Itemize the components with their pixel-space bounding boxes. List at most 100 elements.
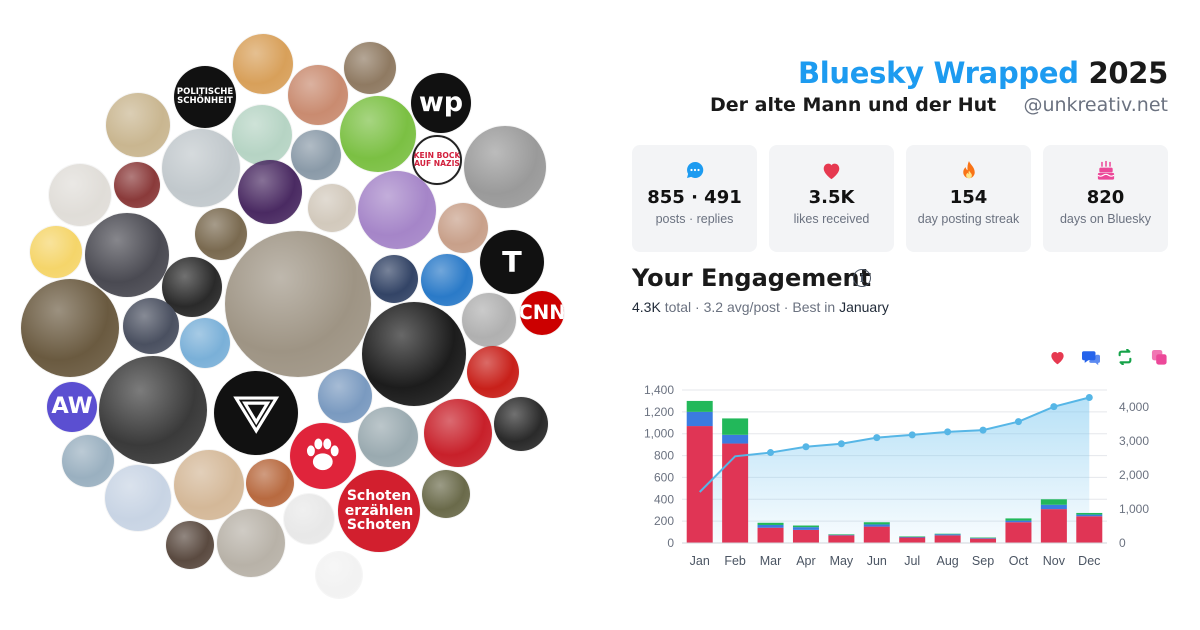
flame-icon	[958, 159, 980, 181]
user-handle[interactable]: @unkreativ.net	[1023, 94, 1168, 116]
cumulative-point	[1050, 403, 1058, 411]
bar-segment	[1005, 520, 1032, 523]
avatar-photo[interactable]	[438, 203, 488, 253]
cumulative-line	[698, 396, 1090, 493]
avatar-photo[interactable]	[123, 298, 179, 354]
avatar-photo[interactable]	[217, 509, 285, 577]
repost-icon[interactable]	[1116, 348, 1134, 366]
avatar-washington-post[interactable]: wp	[411, 73, 471, 133]
engagement-summary: 4.3K total · 3.2 avg/post · Best in Janu…	[632, 299, 889, 315]
avatar-photo[interactable]	[180, 318, 230, 368]
avatar-photo[interactable]	[166, 521, 214, 569]
x-tick-label: Oct	[1009, 554, 1029, 568]
avatar-photo[interactable]	[318, 369, 372, 423]
avatar-triangle-logo[interactable]	[214, 371, 298, 455]
engagement-total: 4.3K	[632, 299, 661, 315]
triangle-icon	[233, 396, 279, 434]
avatar-aw[interactable]: AW	[47, 382, 97, 432]
x-tick-label: Mar	[760, 554, 782, 568]
avatar-politische-schoenheit[interactable]: POLITISCHE SCHÖNHEIT	[174, 66, 236, 128]
engagement-chart: 0 200 400 600 800 1,000 1,200 1,400 0 1,000 2,000 3…	[644, 383, 1149, 568]
avatar-photo[interactable]	[464, 126, 546, 208]
avatar-photo[interactable]	[340, 96, 416, 172]
avatar-photo[interactable]	[467, 346, 519, 398]
bar-segment	[792, 525, 819, 528]
avatar-photo[interactable]	[291, 130, 341, 180]
engagement-avg: 3.2 avg/post	[703, 299, 780, 315]
bar-segment	[863, 526, 890, 543]
bar-segment	[686, 426, 713, 543]
avatar-photo[interactable]	[21, 279, 119, 377]
title-brand: Bluesky Wrapped	[797, 56, 1079, 90]
avatar-photo[interactable]	[494, 397, 548, 451]
avatar-schoten-erzaehlen[interactable]: Schoten erzählen Schoten	[338, 470, 420, 552]
stat-value: 3.5K	[808, 187, 855, 208]
paw-icon	[307, 438, 339, 471]
avatar-photo[interactable]	[358, 407, 418, 467]
heart-icon	[821, 159, 843, 181]
avatar-photo[interactable]	[358, 171, 436, 249]
stat-label: day posting streak	[917, 212, 1020, 226]
avatar-photo[interactable]	[106, 93, 170, 157]
y-tick-label: 0	[667, 536, 674, 550]
avatar-photo[interactable]	[422, 470, 470, 518]
bar-segment	[899, 536, 926, 538]
stat-value: 154	[949, 187, 988, 208]
title-year: 2025	[1088, 56, 1168, 90]
avatar-photo[interactable]	[424, 399, 492, 467]
quote-icon[interactable]	[1150, 348, 1168, 366]
bar-segment	[828, 535, 855, 543]
avatar-logo-text: AW	[51, 393, 93, 420]
bar-segment	[722, 434, 749, 444]
bar-segment	[792, 529, 819, 543]
avatar-photo[interactable]	[288, 65, 348, 125]
avatar-cnn[interactable]: CNN	[520, 291, 564, 335]
cumulative-point	[979, 426, 987, 434]
y-tick-label: 800	[654, 449, 674, 463]
avatar-kein-bock-auf-nazis[interactable]: KEIN BOCK AUF NAZIS	[412, 135, 462, 185]
avatar-logo-text: CNN	[520, 300, 564, 324]
avatar-photo[interactable]	[162, 129, 240, 207]
avatar-photo[interactable]	[370, 255, 418, 303]
bar-segment	[1076, 514, 1103, 517]
x-tick-label: Jun	[867, 554, 887, 568]
avatar-photo[interactable]	[308, 184, 356, 232]
y2-tick-label: 0	[1119, 536, 1126, 550]
avatar-photo[interactable]	[284, 494, 334, 544]
avatar-photo[interactable]	[30, 226, 82, 278]
avatar-photo[interactable]	[238, 160, 302, 224]
avatar-photo[interactable]	[462, 293, 516, 347]
cumulative-point	[1085, 393, 1093, 401]
chat-bubble-icon	[684, 159, 706, 181]
avatar-photo[interactable]	[49, 164, 111, 226]
avatar-photo[interactable]	[99, 356, 207, 464]
avatar-photo[interactable]	[225, 231, 371, 377]
avatar-new-york-times[interactable]: T	[480, 230, 544, 294]
avatar-paw-logo[interactable]	[290, 423, 356, 489]
bar-segment	[757, 522, 784, 525]
cumulative-point	[1014, 418, 1022, 426]
x-tick-label: Apr	[796, 554, 815, 568]
avatar-photo[interactable]	[344, 42, 396, 94]
reply-icon[interactable]	[1082, 348, 1100, 366]
avatar-photo[interactable]	[232, 105, 292, 165]
avatar-photo[interactable]	[174, 450, 244, 520]
avatar-photo[interactable]	[316, 552, 362, 598]
x-tick-label: May	[830, 554, 854, 568]
engagement-title: Your Engagement	[632, 264, 872, 292]
bar-segment	[828, 534, 855, 535]
bar-segment	[863, 524, 890, 527]
avatar-photo[interactable]	[195, 208, 247, 260]
y2-tick-label: 2,000	[1119, 468, 1149, 482]
info-icon[interactable]: i	[853, 269, 871, 287]
engagement-total-label: total	[664, 299, 692, 315]
avatar-photo[interactable]	[85, 213, 169, 297]
avatar-photo[interactable]	[421, 254, 473, 306]
avatar-photo[interactable]	[105, 465, 171, 531]
avatar-photo[interactable]	[233, 34, 293, 94]
avatar-photo[interactable]	[114, 162, 160, 208]
avatar-photo[interactable]	[246, 459, 294, 507]
avatar-photo[interactable]	[362, 302, 466, 406]
heart-icon[interactable]	[1048, 348, 1066, 366]
avatar-photo[interactable]	[62, 435, 114, 487]
